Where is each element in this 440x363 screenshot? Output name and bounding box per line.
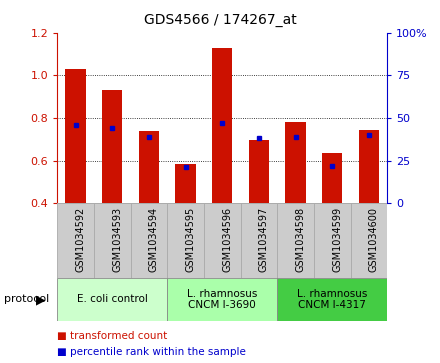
Bar (57, 278, 167, 321)
Text: GSM1034597: GSM1034597 (259, 207, 269, 272)
Text: ■ percentile rank within the sample: ■ percentile rank within the sample (57, 347, 246, 357)
Text: GSM1034595: GSM1034595 (186, 207, 195, 272)
Bar (322, 153, 342, 203)
Text: protocol: protocol (4, 294, 50, 305)
Bar (102, 90, 122, 203)
Text: ■ transformed count: ■ transformed count (57, 331, 168, 341)
Text: GDS4566 / 174267_at: GDS4566 / 174267_at (143, 13, 297, 27)
Bar (277, 203, 314, 278)
Bar (314, 203, 351, 278)
Text: GSM1034592: GSM1034592 (76, 207, 85, 272)
Text: ▶: ▶ (36, 293, 45, 306)
Bar (359, 130, 379, 203)
Bar (167, 278, 277, 321)
Bar (212, 48, 232, 203)
Bar (139, 131, 159, 203)
Bar (286, 122, 306, 203)
Text: E. coli control: E. coli control (77, 294, 148, 305)
Bar (204, 203, 241, 278)
Bar (249, 140, 269, 203)
Text: GSM1034593: GSM1034593 (112, 207, 122, 272)
Bar (57, 203, 94, 278)
Bar (66, 69, 86, 203)
Text: GSM1034599: GSM1034599 (332, 207, 342, 272)
Bar (94, 203, 131, 278)
Bar (176, 164, 196, 203)
Text: L. rhamnosus
CNCM I-4317: L. rhamnosus CNCM I-4317 (297, 289, 367, 310)
Text: L. rhamnosus
CNCM I-3690: L. rhamnosus CNCM I-3690 (187, 289, 257, 310)
Bar (131, 203, 167, 278)
Text: GSM1034600: GSM1034600 (369, 207, 379, 272)
Text: GSM1034596: GSM1034596 (222, 207, 232, 272)
Bar (241, 203, 277, 278)
Bar (351, 203, 387, 278)
Text: GSM1034594: GSM1034594 (149, 207, 159, 272)
Bar (277, 278, 387, 321)
Text: GSM1034598: GSM1034598 (296, 207, 305, 272)
Bar (167, 203, 204, 278)
